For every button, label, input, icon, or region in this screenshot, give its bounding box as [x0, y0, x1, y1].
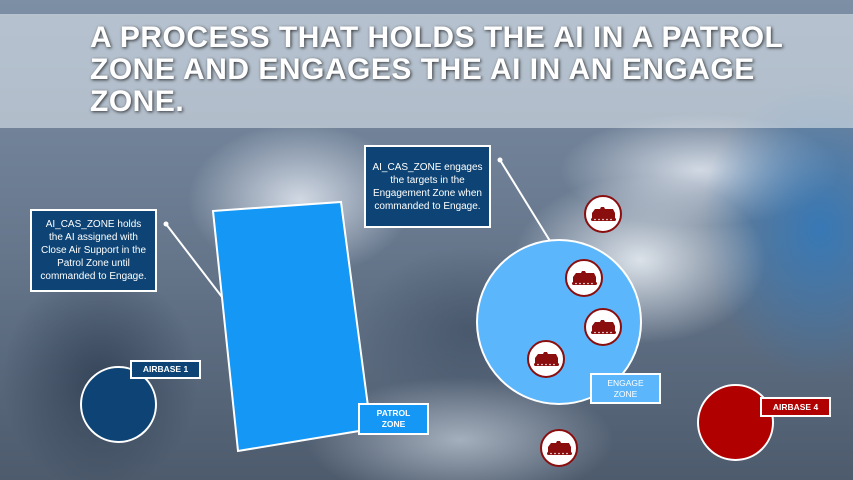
- patrol-zone-label-line2: ZONE: [381, 419, 406, 429]
- engage-zone-label: ENGAGE ZONE: [590, 373, 661, 404]
- patrol-connector-dot: [163, 221, 169, 227]
- enemy-unit-marker: [565, 259, 603, 297]
- patrol-zone-label-line1: PATROL: [376, 408, 411, 418]
- enemy-unit-marker: [540, 429, 578, 467]
- enemy-unit-marker: [584, 195, 622, 233]
- patrol-callout: AI_CAS_ZONE holds the AI assigned with C…: [30, 209, 157, 292]
- patrol-connector-line: [165, 223, 223, 298]
- tank-icon: [591, 207, 616, 221]
- airbase-4-label: AIRBASE 4: [760, 397, 831, 417]
- airbase-1-label-text: AIRBASE 1: [142, 364, 189, 374]
- engage-callout: AI_CAS_ZONE engages the targets in the E…: [364, 145, 491, 228]
- engage-connector-line: [499, 159, 551, 242]
- tank-icon: [547, 441, 572, 455]
- tank-icon: [534, 352, 559, 366]
- title-band: [0, 14, 853, 128]
- engage-connector-dot: [497, 157, 503, 163]
- engage-zone-label-line2: ZONE: [613, 388, 638, 399]
- airbase-4-circle: [697, 384, 774, 461]
- patrol-zone-shape: [211, 200, 373, 453]
- enemy-unit-marker: [584, 308, 622, 346]
- airbase-4-label-text: AIRBASE 4: [772, 401, 819, 412]
- engage-zone-label-line1: ENGAGE: [607, 377, 644, 388]
- slide-title: A PROCESS THAT HOLDS THE AI IN A PATROL …: [90, 21, 783, 118]
- tank-icon: [572, 271, 597, 285]
- enemy-unit-marker: [527, 340, 565, 378]
- engage-callout-text: AI_CAS_ZONE engages the targets in the E…: [372, 161, 483, 212]
- airbase-1-label: AIRBASE 1: [130, 360, 201, 379]
- tank-icon: [591, 320, 616, 334]
- patrol-zone-label: PATROL ZONE: [358, 403, 429, 435]
- patrol-callout-text: AI_CAS_ZONE holds the AI assigned with C…: [40, 219, 147, 282]
